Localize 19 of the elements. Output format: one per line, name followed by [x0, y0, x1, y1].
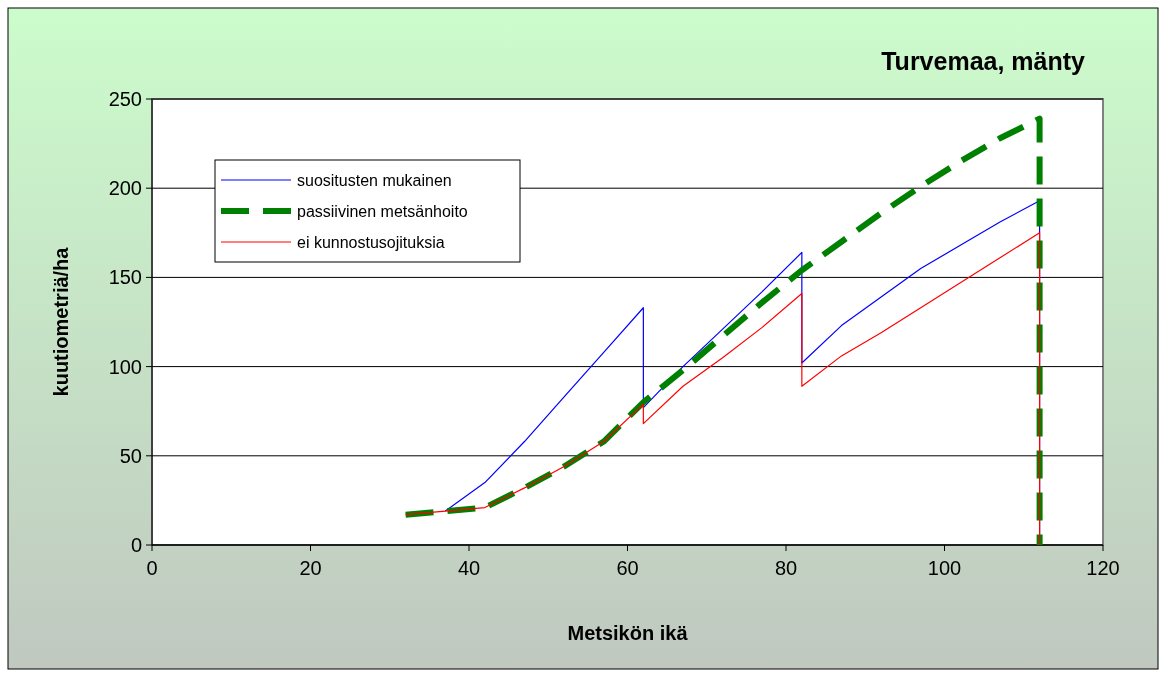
legend-label: suositusten mukainen	[297, 171, 452, 189]
y-tick-label: 100	[108, 355, 142, 378]
legend-label: passiivinen metsänhoito	[297, 202, 468, 220]
y-tick-label: 50	[119, 444, 142, 467]
x-tick-label: 60	[616, 557, 639, 579]
x-tick-label: 80	[774, 557, 798, 579]
x-axis-title: Metsikön ikä	[567, 622, 689, 644]
x-tick-label: 40	[457, 557, 481, 579]
x-tick-label: 0	[146, 557, 158, 579]
x-tick-label: 100	[927, 557, 962, 579]
x-tick-label: 20	[299, 557, 322, 579]
chart-title: Turvemaa, mänty	[881, 47, 1086, 75]
y-axis-title: kuutiometriä/ha	[50, 246, 72, 397]
y-tick-label: 0	[130, 534, 142, 556]
y-tick-label: 250	[108, 88, 142, 110]
y-tick-label: 150	[108, 266, 142, 289]
legend-label: ei kunnostusojituksia	[297, 233, 445, 251]
x-tick-label: 120	[1086, 557, 1120, 579]
y-tick-label: 200	[108, 177, 142, 200]
